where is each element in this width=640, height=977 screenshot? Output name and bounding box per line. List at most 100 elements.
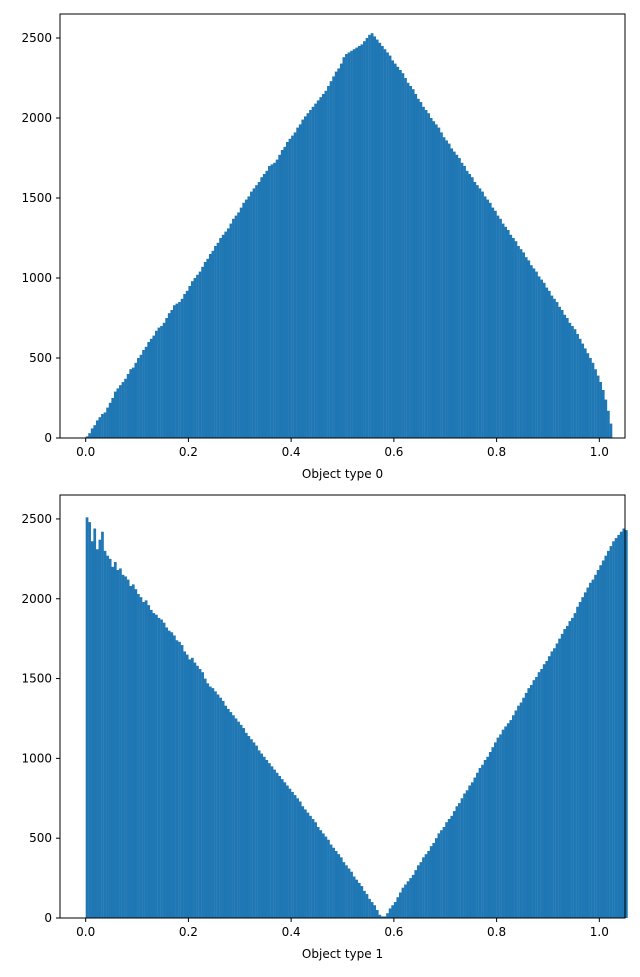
histogram-bar	[419, 102, 423, 438]
histogram-bar	[306, 113, 310, 438]
histogram-bar	[167, 630, 171, 918]
histogram-bar	[229, 712, 233, 918]
histogram-bar	[437, 833, 441, 918]
histogram-bar	[383, 916, 387, 918]
histogram-bar	[219, 697, 222, 918]
histogram-bar	[491, 747, 495, 918]
histogram-bar	[147, 342, 151, 438]
histogram-bar	[288, 788, 292, 918]
histogram-bar	[440, 830, 443, 918]
histogram-bar	[463, 166, 466, 438]
histogram-bar	[268, 763, 271, 918]
histogram-bars	[85, 33, 613, 439]
histogram-bar	[298, 801, 302, 918]
histogram-bar	[190, 281, 194, 438]
axes-frame	[59, 494, 626, 919]
histogram-bar	[601, 390, 605, 438]
histogram-bar	[524, 257, 528, 438]
histogram-bar	[578, 338, 582, 438]
histogram-bar	[309, 110, 312, 438]
histogram-bar	[445, 140, 448, 438]
histogram-bar	[147, 605, 151, 918]
histogram-bar	[396, 66, 400, 439]
histogram-bar	[553, 298, 556, 438]
histogram-panel-object-type-0: 0.0 0.2 0.4 0.6 0.8 1.0 0 500 1000 1500 2000 2500 Ob…	[21, 13, 626, 481]
histogram-bar	[221, 234, 225, 438]
histogram-bar	[370, 902, 374, 918]
x-tick-label: 0.0	[76, 925, 95, 939]
histogram-bar	[545, 661, 549, 918]
histogram-bar	[224, 705, 228, 918]
histogram-bar	[411, 89, 415, 438]
histogram-bar	[504, 226, 508, 438]
histogram-bar	[121, 574, 125, 918]
histogram-bar	[242, 202, 246, 438]
histogram-bar	[188, 286, 192, 438]
histogram-bar	[203, 678, 207, 918]
histogram-bar	[609, 546, 613, 918]
histogram-bar	[581, 597, 585, 918]
histogram-bar	[252, 188, 256, 438]
histogram-bar	[447, 819, 451, 918]
histogram-bar	[103, 412, 107, 438]
histogram-bar	[206, 258, 210, 438]
histogram-bar	[262, 756, 266, 918]
histogram-bar	[142, 350, 145, 438]
histogram-bar	[375, 910, 379, 918]
histogram-bar	[257, 750, 261, 918]
histogram-bar	[339, 63, 343, 438]
histogram-bar	[537, 276, 541, 438]
histogram-bar	[342, 862, 346, 918]
x-tick-label: 1.0	[590, 445, 609, 459]
histogram-bar	[406, 881, 410, 918]
histogram-bar	[432, 121, 436, 438]
histogram-bar	[599, 382, 603, 438]
histogram-panel-object-type-1: 0.0 0.2 0.4 0.6 0.8 1.0 0 500 1000 1500 2000 2500 Ob…	[21, 494, 628, 961]
histogram-bar	[488, 751, 492, 918]
histogram-bar	[309, 815, 312, 918]
histogram-bar	[583, 348, 587, 438]
histogram-bar	[393, 902, 397, 918]
histogram-bar	[301, 119, 305, 438]
histogram-bar	[419, 862, 423, 918]
histogram-bar	[563, 314, 567, 438]
histogram-bar	[363, 890, 366, 918]
histogram-bar	[470, 177, 474, 438]
histogram-bar	[165, 627, 169, 918]
histogram-bar	[589, 582, 592, 918]
histogram-bar	[296, 798, 299, 918]
histogram-bar	[113, 391, 117, 438]
histogram-bar	[337, 68, 341, 439]
histogram-bar	[504, 726, 508, 918]
histogram-bar	[265, 170, 269, 439]
histogram-bar	[196, 274, 199, 438]
histogram-bar	[450, 148, 454, 438]
histogram-bar	[149, 609, 153, 918]
histogram-bar	[268, 166, 271, 438]
histogram-bar	[563, 629, 567, 918]
y-tick-label: 2000	[21, 111, 52, 125]
histogram-bar	[314, 822, 317, 918]
histogram-bar	[280, 779, 284, 918]
histogram-bar	[255, 185, 258, 438]
histogram-bar	[124, 576, 127, 918]
histogram-bar	[558, 306, 561, 438]
histogram-bar	[414, 870, 418, 918]
histogram-bar	[206, 683, 210, 918]
histogram-bar	[378, 914, 382, 918]
histogram-bar	[319, 830, 323, 918]
histogram-bar	[512, 715, 515, 918]
histogram-bar	[357, 882, 361, 918]
histogram-bar	[119, 385, 122, 438]
y-tick-label: 500	[29, 351, 52, 365]
histogram-bar	[445, 822, 448, 918]
y-tick-label: 0	[44, 911, 52, 925]
histogram-bar	[568, 322, 572, 438]
histogram-bar	[201, 266, 204, 438]
y-tick-label: 1000	[21, 751, 52, 765]
histogram-bar	[573, 613, 577, 918]
histogram-bar	[157, 327, 161, 438]
histogram-bar	[460, 162, 464, 439]
histogram-bar	[375, 39, 379, 438]
histogram-bar	[357, 46, 361, 438]
